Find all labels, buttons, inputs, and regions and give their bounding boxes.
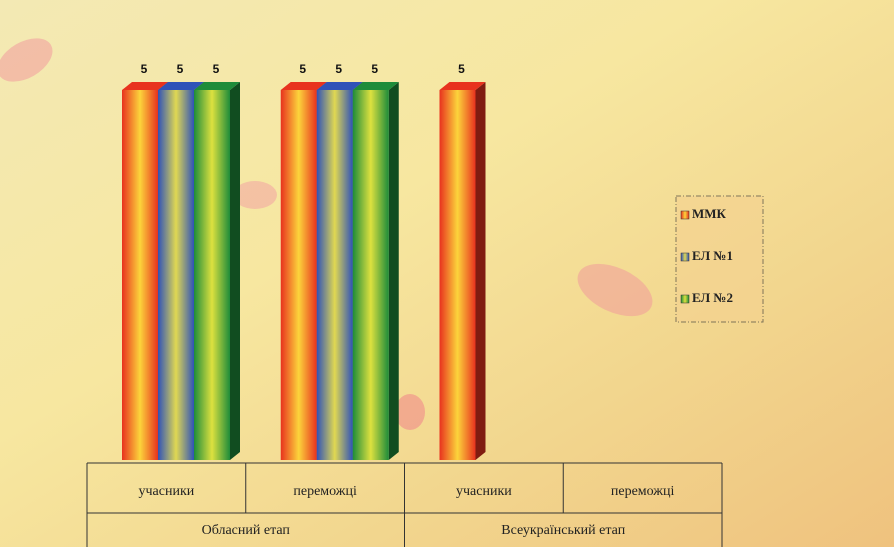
bar (122, 90, 158, 460)
bar (352, 90, 389, 460)
category-table: Обласний етап учасники переможці Всеукраїнс… (86, 462, 723, 547)
category-label: переможці (293, 484, 357, 499)
bar (439, 90, 476, 460)
category-label: учасники (456, 484, 512, 499)
legend-swatch (680, 294, 690, 304)
bar (280, 90, 317, 460)
bar-top (194, 82, 240, 90)
bar-top (439, 82, 486, 90)
legend-swatch (680, 210, 690, 220)
legend-label: ЕЛ №2 (692, 290, 733, 305)
bar-top (352, 82, 399, 90)
category-label: переможці (611, 484, 675, 499)
legend-box (675, 195, 764, 323)
petal (395, 394, 425, 430)
bar-top (280, 82, 327, 90)
petal (577, 263, 653, 317)
group-label: Обласний етап (202, 523, 291, 538)
category-label: учасники (139, 484, 195, 499)
value-label: 5 (458, 62, 465, 76)
value-label: 5 (371, 62, 378, 76)
bar (316, 90, 353, 460)
bar-top (122, 82, 168, 90)
value-label: 5 (177, 62, 184, 76)
bar-top (158, 82, 204, 90)
petal (0, 38, 53, 82)
bar-side (388, 82, 399, 460)
bar (194, 90, 230, 460)
value-label: 5 (299, 62, 306, 76)
bar-side (475, 82, 486, 460)
value-label: 5 (141, 62, 148, 76)
value-label: 5 (213, 62, 220, 76)
petal (233, 181, 277, 209)
group-label: Всеукраїнський етап (501, 523, 625, 538)
bar (158, 90, 194, 460)
value-label: 5 (335, 62, 342, 76)
bar-side (230, 82, 240, 460)
legend-swatch (680, 252, 690, 262)
legend-label: ЕЛ №1 (692, 248, 733, 263)
bar-top (316, 82, 363, 90)
legend-label: ММК (692, 206, 727, 221)
